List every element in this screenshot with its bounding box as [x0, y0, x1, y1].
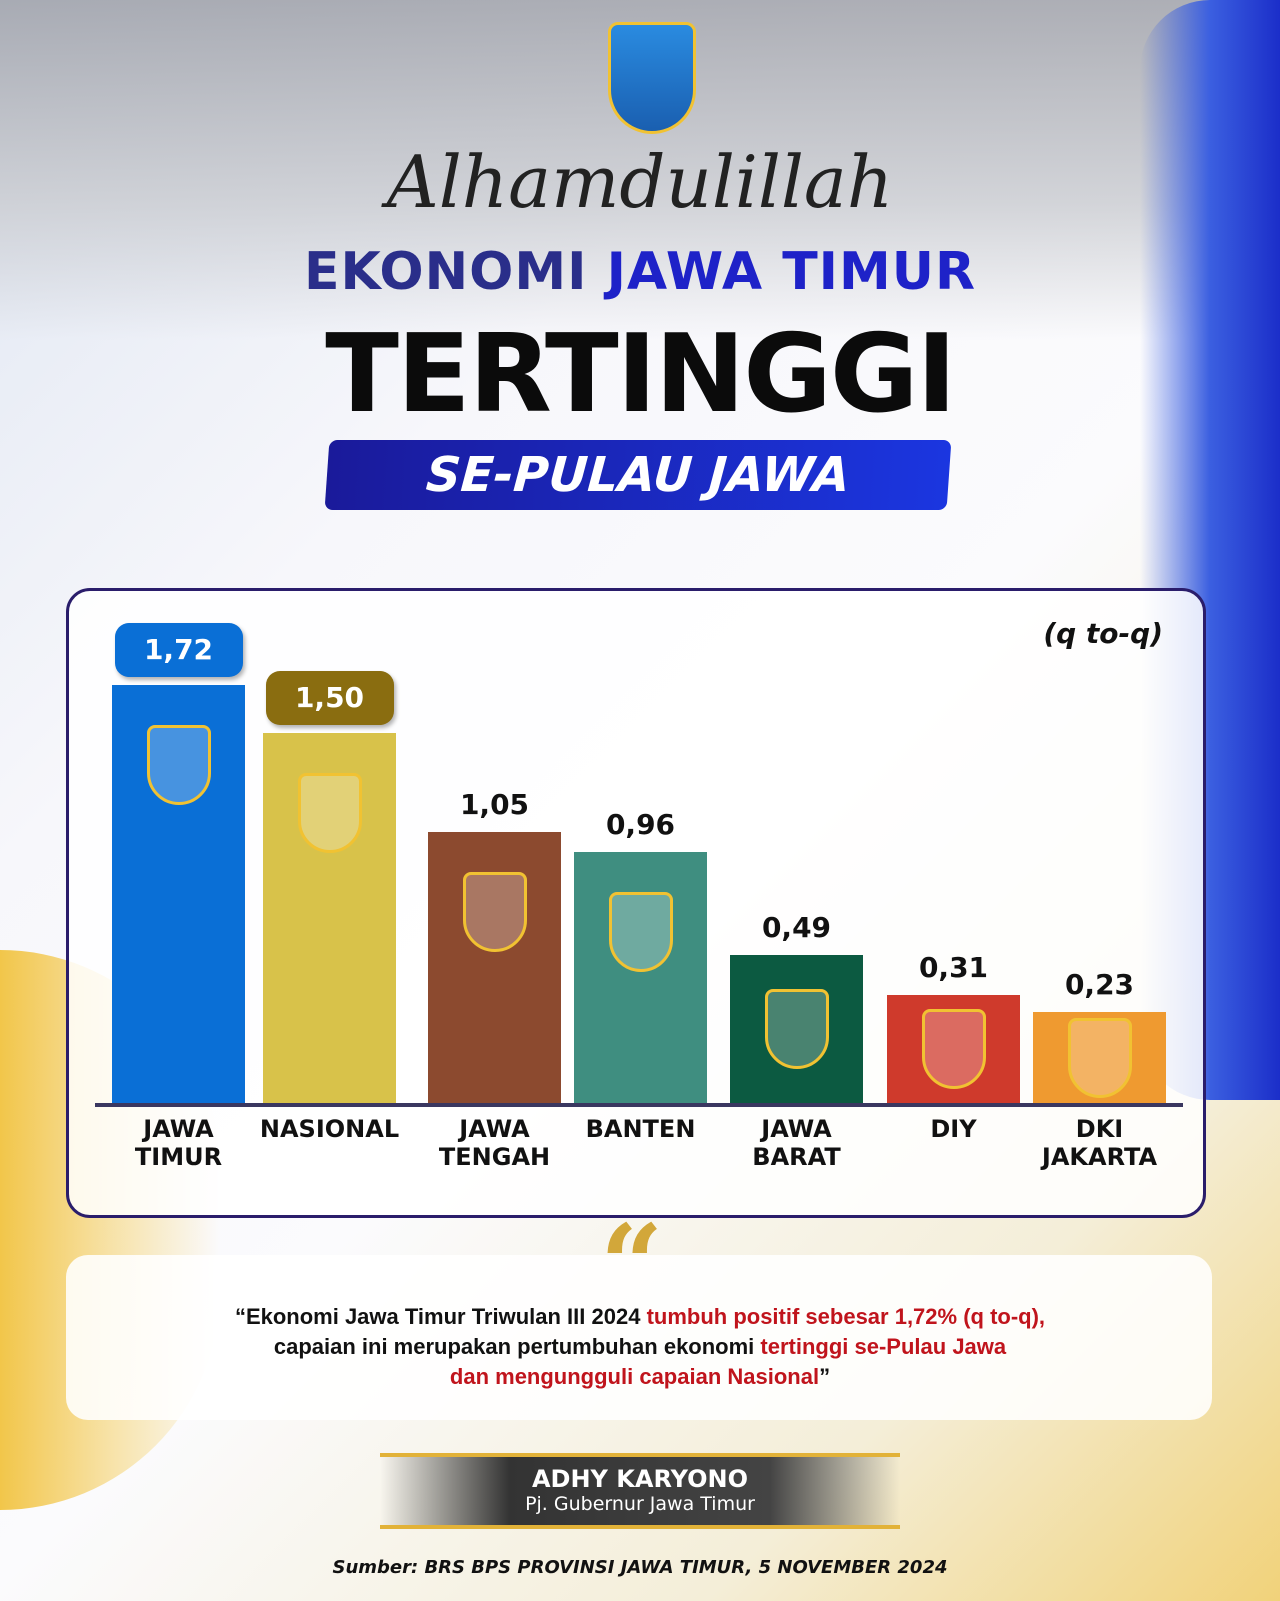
category-label: DKI JAKARTA — [1041, 1115, 1158, 1171]
bar-diy — [887, 994, 1020, 1103]
quote-box — [66, 1255, 1212, 1420]
jawa-timur-logo — [608, 22, 696, 134]
bar-jawa-tengah — [428, 832, 561, 1103]
category-label: NASIONAL — [259, 1115, 400, 1143]
quote-text: “Ekonomi Jawa Timur Triwulan III 2024 tu… — [80, 1302, 1200, 1392]
bar-jawa-barat — [730, 955, 863, 1103]
script-title: Alhamdulillah — [386, 140, 894, 224]
value-label: 1,05 — [459, 788, 530, 821]
value-label: 0,96 — [605, 807, 676, 841]
subtitle-pill: SE-PULAU JAWA — [324, 440, 952, 510]
bar-nasional — [263, 733, 396, 1103]
dki-jakarta-emblem-icon — [1067, 1017, 1132, 1098]
quote-highlight: tertinggi se-Pulau Jawa — [760, 1334, 1007, 1359]
speaker-banner: ADHY KARYONO Pj. Gubernur Jawa Timur — [380, 1453, 900, 1529]
quote-highlight: tumbuh positif sebesar 1,72% (q to-q), — [646, 1304, 1046, 1329]
category-label: JAWA TENGAH — [438, 1115, 551, 1171]
value-label: 1,72 — [114, 622, 243, 677]
headline: EKONOMI JAWA TIMUR — [0, 242, 1280, 302]
garuda-emblem-icon — [297, 773, 362, 853]
diy-emblem-icon — [921, 1008, 986, 1089]
quote-part: “Ekonomi Jawa Timur Triwulan III 2024 — [234, 1304, 647, 1329]
quote-highlight: dan mengungguli capaian Nasional — [449, 1364, 820, 1389]
bar-dki-jakarta — [1033, 1012, 1166, 1103]
bar-banten — [574, 851, 707, 1103]
category-label: JAWA TIMUR — [134, 1115, 223, 1171]
headline-a: EKONOMI — [303, 242, 588, 302]
value-label: 1,50 — [265, 671, 394, 725]
jawa-timur-emblem-icon — [146, 724, 211, 805]
speaker-title: Pj. Gubernur Jawa Timur — [525, 1493, 755, 1515]
category-label: DIY — [930, 1115, 977, 1143]
source-note: Sumber: BRS BPS PROVINSI JAWA TIMUR, 5 N… — [332, 1557, 948, 1578]
value-label: 0,49 — [761, 911, 832, 945]
speaker-name: ADHY KARYONO — [531, 1465, 749, 1493]
headline-main: TERTINGGI — [325, 312, 956, 437]
category-label: BANTEN — [585, 1115, 696, 1143]
unit-label: (q to-q) — [1043, 617, 1163, 650]
quote-part: ” — [819, 1364, 831, 1389]
x-axis — [95, 1103, 1183, 1107]
bar-jawa-timur — [112, 684, 245, 1103]
value-label: 0,23 — [1064, 968, 1135, 1002]
category-label: JAWA BARAT — [752, 1115, 841, 1171]
headline-b: JAWA TIMUR — [606, 242, 977, 302]
value-label: 0,31 — [918, 950, 989, 984]
jawa-tengah-emblem-icon — [462, 872, 527, 952]
quote-part: capaian ini merupakan pertumbuhan ekonom… — [273, 1334, 761, 1359]
jawa-barat-emblem-icon — [764, 989, 829, 1070]
bar-chart: (q to-q) 1,72 JAWA TIMUR 1,50 NASIONAL 1,05 JA… — [66, 588, 1206, 1218]
banten-emblem-icon — [608, 891, 673, 972]
quote-mark-icon: “ — [600, 1200, 664, 1329]
